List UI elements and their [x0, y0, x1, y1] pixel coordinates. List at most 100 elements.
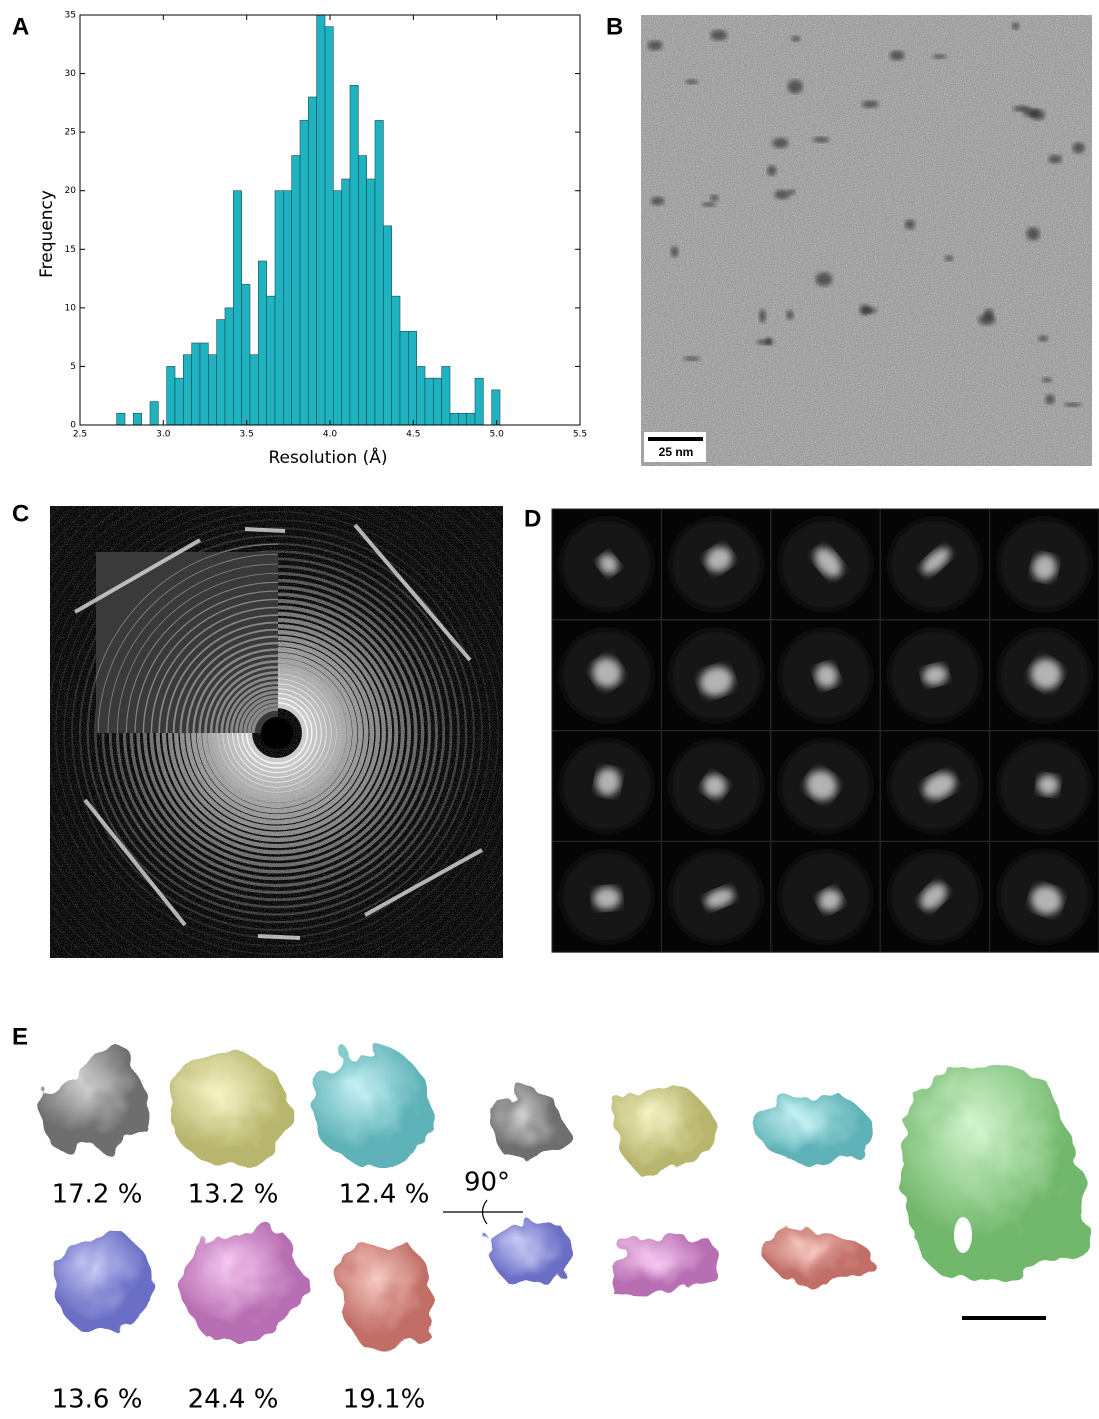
class-density: [1030, 885, 1062, 915]
bar: [474, 377, 484, 426]
bar: [224, 307, 234, 426]
bar: [199, 342, 209, 426]
class-density: [595, 767, 621, 796]
center-stop: [261, 717, 293, 749]
y-tick-label: 20: [65, 186, 77, 196]
ring: [198, 654, 278, 733]
class-density: [705, 546, 733, 572]
particle: [788, 189, 796, 195]
streak: [244, 527, 286, 533]
particle: [670, 246, 679, 258]
bar: [166, 366, 176, 426]
maps: [39, 1045, 1090, 1350]
bar: [324, 26, 334, 426]
ring: [134, 590, 278, 733]
particle: [1045, 394, 1055, 405]
power-spectrum: [50, 506, 503, 958]
bar: [441, 366, 451, 426]
class-percentage: 17.2 %: [52, 1180, 143, 1210]
y-tick-label: 0: [70, 421, 76, 431]
bar: [399, 330, 409, 426]
map-blue-rot: [489, 1222, 572, 1287]
ring: [107, 563, 278, 733]
ring: [97, 553, 278, 733]
particle: [812, 136, 830, 143]
class-percentage: 12.4 %: [339, 1180, 430, 1210]
particle: [861, 100, 879, 108]
class-density: [592, 657, 622, 688]
ring: [79, 535, 475, 931]
lattice-spots: [74, 523, 483, 940]
bar: [216, 319, 226, 426]
bar: [183, 354, 192, 426]
particle: [1041, 377, 1053, 383]
panel-label: C: [12, 500, 29, 527]
ring: [96, 543, 278, 681]
bar: [149, 401, 159, 426]
bar: [308, 96, 317, 426]
bar: [391, 295, 401, 426]
bar: [349, 84, 359, 426]
micrograph: 25 nm: [641, 15, 1092, 466]
particle: [1063, 402, 1081, 408]
bar: [291, 155, 301, 426]
particle: [1048, 154, 1062, 164]
class-percentage: 24.4 %: [188, 1385, 279, 1415]
particle: [701, 202, 717, 207]
particle: [767, 165, 777, 176]
particle: [709, 194, 719, 202]
bar: [366, 178, 376, 426]
streak: [353, 523, 472, 662]
class-density: [922, 665, 948, 686]
x-tick-label: 2.5: [73, 430, 87, 440]
bar: [133, 412, 142, 426]
class-density: [920, 883, 947, 910]
class-density: [702, 774, 727, 798]
particle: [791, 35, 801, 42]
ring: [172, 628, 278, 733]
scale-bar-label: 25 nm: [659, 445, 694, 459]
ring: [192, 648, 278, 733]
streak: [74, 538, 201, 614]
ring: [186, 642, 278, 733]
micrograph-noise: [641, 15, 1092, 466]
bar: [341, 178, 351, 426]
map-yellow-rot: [611, 1084, 713, 1176]
particle: [787, 79, 803, 94]
ring: [247, 703, 278, 733]
class-density: [806, 770, 837, 801]
particle: [650, 196, 665, 206]
ring: [179, 635, 278, 733]
bar: [424, 377, 434, 426]
y-tick-label: 10: [65, 303, 77, 313]
bar: [491, 389, 501, 426]
x-tick-label: 5.0: [490, 430, 505, 440]
class-density: [1037, 774, 1060, 796]
particle: [786, 310, 794, 320]
particle: [1038, 335, 1049, 342]
ring: [225, 681, 278, 733]
bar: [274, 190, 284, 426]
bar: [374, 120, 384, 426]
class-percentage: 13.2 %: [188, 1180, 279, 1210]
ring: [150, 606, 278, 733]
bar: [458, 412, 467, 426]
x-tick-label: 4.5: [406, 430, 420, 440]
3d-classes: 17.2 % 13.2 % 12.4 % 13.6 % 24.4 % 19.1%…: [39, 1045, 1090, 1415]
map-pink-rot: [606, 1237, 718, 1294]
class-averages: [551, 508, 1099, 953]
particle: [647, 40, 663, 51]
bar: [316, 14, 326, 426]
particle: [772, 137, 789, 149]
bar: [249, 354, 259, 426]
ring: [215, 671, 278, 733]
panel-label: A: [12, 13, 29, 40]
class-density: [598, 554, 619, 575]
bar: [208, 354, 217, 426]
panel-label: B: [606, 13, 623, 40]
bar: [383, 225, 392, 426]
class-density: [815, 663, 838, 689]
ring: [209, 665, 278, 733]
map-blue: [54, 1232, 153, 1331]
